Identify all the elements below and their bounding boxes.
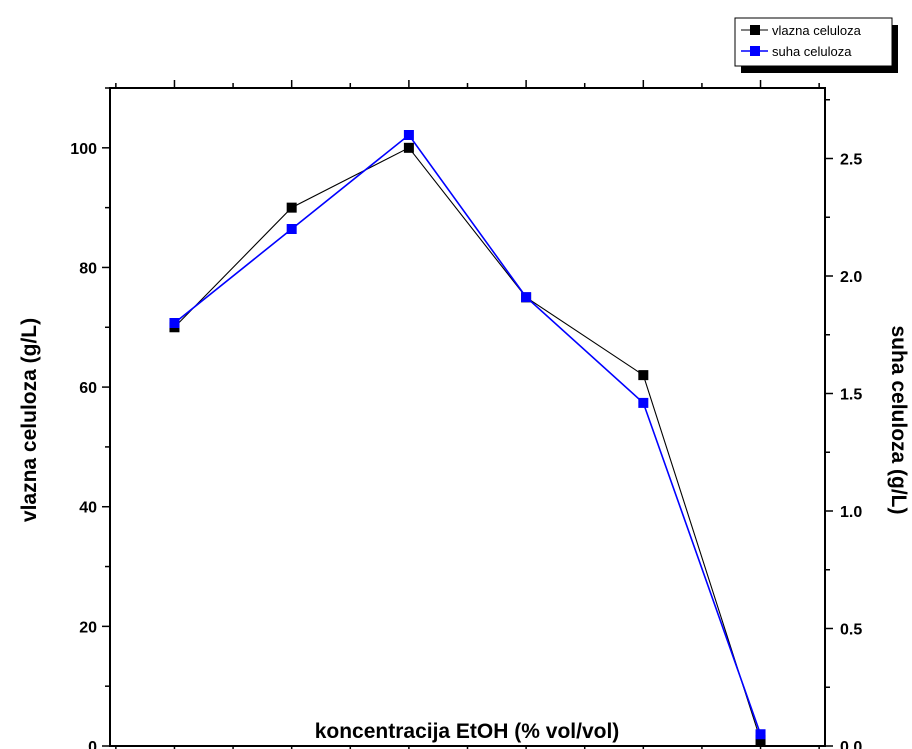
y-axis-right-title: suha celuloza (g/L) <box>887 325 910 514</box>
series-line-vlazna <box>174 147 762 741</box>
y-tick-label: 100 <box>70 141 97 158</box>
y-axis-left: 0 20 40 60 80 100 <box>70 87 110 749</box>
y-tick-label: 60 <box>79 380 97 397</box>
data-point-suha <box>169 318 180 328</box>
y-tick-label: 80 <box>79 260 97 277</box>
data-point-suha <box>403 130 414 140</box>
y-tick-label: 40 <box>79 500 97 517</box>
y2-tick-label: 2.5 <box>840 152 862 169</box>
y2-tick-label: 1.0 <box>840 504 862 521</box>
y-axis-left-title: vlazna celuloza (g/L) <box>18 318 41 522</box>
data-point-vlazna <box>755 735 766 746</box>
series-layer <box>169 130 766 746</box>
legend-label-vlazna: vlazna celuloza <box>772 23 862 38</box>
y2-tick-label: 0.0 <box>840 739 862 749</box>
y2-tick-label: 0.5 <box>840 622 862 639</box>
data-point-suha <box>521 292 532 303</box>
data-point-vlazna <box>638 370 649 381</box>
x-axis: 012345 <box>115 80 820 749</box>
y2-tick-label: 1.5 <box>840 387 862 404</box>
legend-box <box>734 17 893 67</box>
x-axis-title: koncentracija EtOH (% vol/vol) <box>315 720 620 743</box>
y-axis-right: 0.0 0.5 1.0 1.5 2.0 2.5 <box>825 99 862 749</box>
y2-tick-label: 2.0 <box>840 269 862 286</box>
series-line-suha <box>173 133 762 735</box>
data-point-suha <box>638 397 649 408</box>
plot-frame <box>109 87 826 747</box>
legend-label-suha: suha celuloza <box>772 44 852 59</box>
legend-marker-vlazna <box>750 25 760 35</box>
data-point-vlazna <box>286 202 297 213</box>
y-tick-label: 20 <box>79 619 97 636</box>
legend-marker-suha <box>750 46 760 56</box>
y-tick-label: 0 <box>88 739 97 749</box>
legend: vlazna celuloza suha celuloza <box>734 17 898 73</box>
data-point-vlazna <box>403 142 414 153</box>
data-point-suha <box>286 224 297 234</box>
data-point-suha <box>755 729 766 740</box>
